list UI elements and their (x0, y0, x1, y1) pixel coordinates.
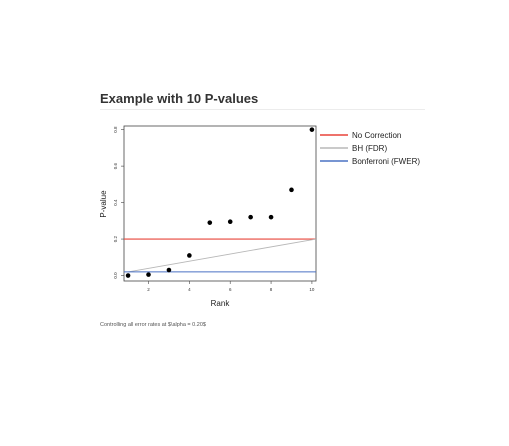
slide-title: Example with 10 P-values (100, 91, 259, 106)
data-point (268, 214, 274, 220)
x-tick-label: 8 (270, 287, 273, 292)
y-tick-label: 0.8 (113, 126, 118, 133)
data-point (248, 214, 253, 220)
x-tick-label: 10 (309, 287, 315, 292)
x-axis-label: Rank (211, 299, 231, 308)
data-point (289, 187, 294, 193)
y-axis-label: P-value (99, 190, 108, 218)
title-divider (100, 109, 425, 110)
y-tick-label: 0.0 (113, 272, 118, 279)
data-point (125, 273, 131, 278)
legend-label: BH (FDR) (352, 144, 387, 153)
y-tick-label: 0.4 (113, 199, 118, 206)
x-tick-label: 2 (147, 287, 150, 292)
legend: No Correction BH (FDR) Bonferroni (FWER) (320, 131, 420, 166)
data-point (146, 272, 151, 277)
legend-label: Bonferroni (FWER) (352, 157, 420, 166)
y-tick-label: 0.2 (113, 235, 118, 242)
y-tick-label: 0.6 (113, 162, 118, 169)
data-point (207, 220, 213, 225)
plot-frame (123, 125, 317, 282)
data-point (166, 267, 172, 273)
data-point (309, 127, 315, 132)
data-point (227, 219, 233, 225)
caption: Controlling all error rates at $\alpha =… (100, 322, 206, 328)
legend-label: No Correction (352, 131, 401, 140)
data-point (187, 253, 192, 258)
x-tick-label: 4 (188, 287, 191, 292)
x-tick-label: 6 (229, 287, 232, 292)
series-line-2 (128, 238, 317, 273)
